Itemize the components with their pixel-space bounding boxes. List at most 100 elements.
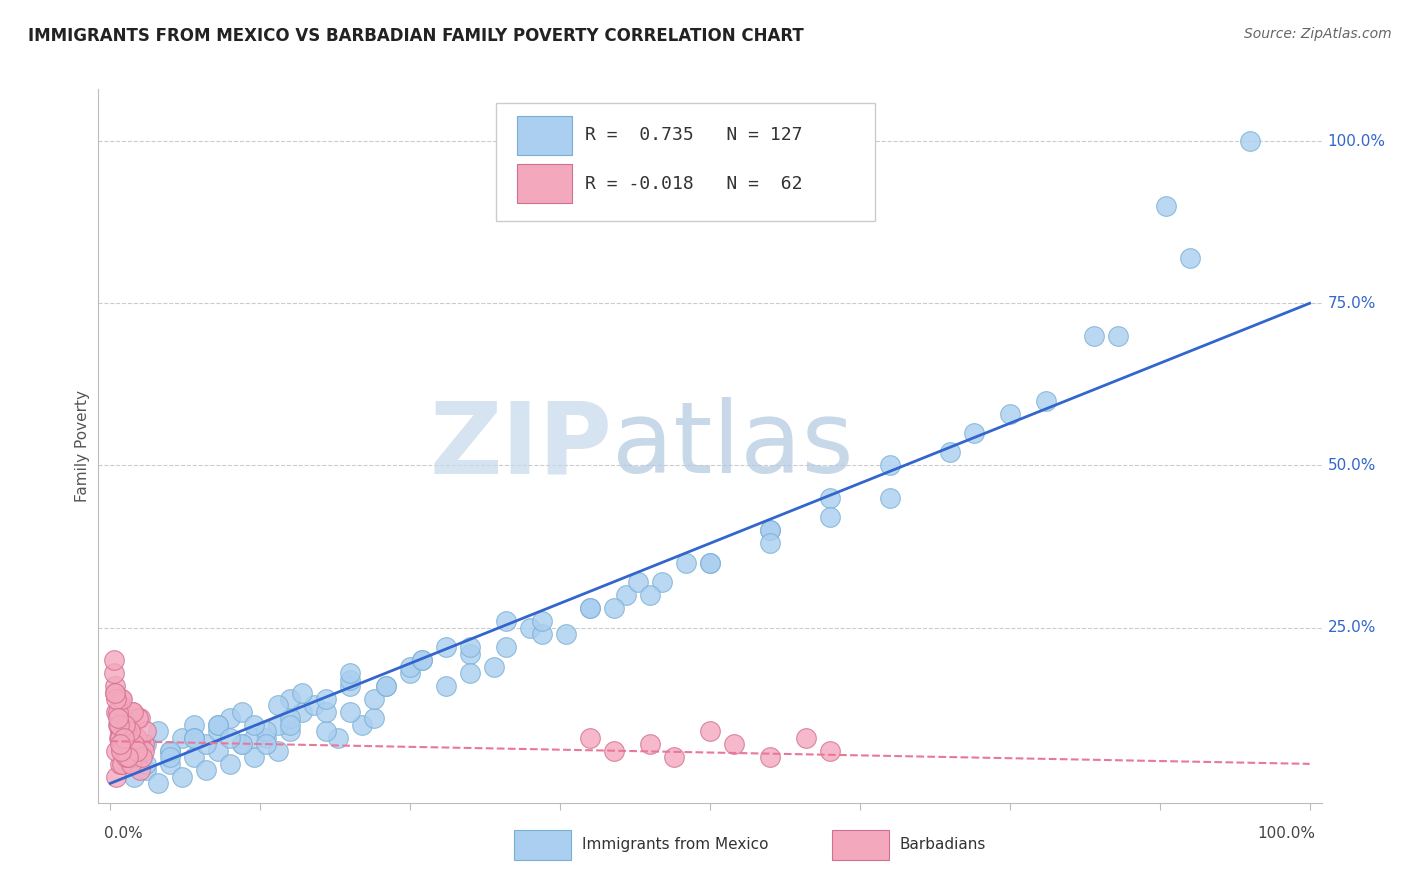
Point [399, 659, 422, 673]
Point [434, 679, 457, 693]
Point [124, 750, 146, 764]
Point [183, 731, 205, 745]
Point [818, 744, 841, 758]
Point [107, 705, 129, 719]
Text: atlas: atlas [612, 398, 853, 494]
Point [124, 750, 146, 764]
Point [159, 750, 181, 764]
Point [132, 744, 155, 758]
Point [1083, 328, 1105, 343]
Point [108, 731, 131, 745]
Text: 75.0%: 75.0% [1327, 296, 1376, 310]
Point [120, 756, 142, 771]
Point [579, 601, 602, 615]
Point [148, 724, 170, 739]
Point [110, 744, 132, 758]
Point [614, 588, 637, 602]
Point [818, 510, 841, 524]
Point [111, 738, 134, 752]
Point [963, 425, 986, 440]
Point [998, 407, 1021, 421]
Point [482, 659, 505, 673]
Text: 25.0%: 25.0% [1327, 620, 1376, 635]
Point [375, 679, 398, 693]
Point [1035, 393, 1057, 408]
Point [519, 621, 541, 635]
Point [363, 692, 385, 706]
Point [108, 756, 131, 771]
Text: 100.0%: 100.0% [1257, 825, 1316, 840]
Point [363, 711, 385, 725]
Point [118, 718, 141, 732]
Point [111, 756, 134, 771]
Text: ZIP: ZIP [429, 398, 612, 494]
Point [107, 711, 129, 725]
Point [231, 738, 253, 752]
Point [103, 653, 125, 667]
Point [183, 750, 205, 764]
Point [375, 679, 398, 693]
Point [603, 601, 626, 615]
Point [555, 627, 578, 641]
Y-axis label: Family Poverty: Family Poverty [75, 390, 90, 502]
Point [531, 614, 554, 628]
Point [115, 750, 138, 764]
Point [675, 556, 697, 570]
Point [879, 491, 901, 505]
Point [278, 724, 301, 739]
Point [603, 744, 626, 758]
Point [117, 718, 139, 732]
Point [159, 744, 181, 758]
Point [172, 770, 194, 784]
FancyBboxPatch shape [517, 116, 572, 155]
Text: Barbadians: Barbadians [900, 838, 986, 853]
Point [267, 744, 290, 758]
Point [531, 627, 554, 641]
Point [1178, 251, 1201, 265]
Point [135, 764, 157, 778]
Text: R = -0.018   N =  62: R = -0.018 N = 62 [585, 175, 803, 193]
Point [111, 692, 134, 706]
Point [1239, 134, 1261, 148]
Point [104, 679, 127, 693]
Point [458, 666, 481, 681]
Point [159, 744, 181, 758]
Point [125, 744, 148, 758]
Point [219, 756, 242, 771]
Point [104, 685, 127, 699]
Point [243, 750, 266, 764]
Point [339, 679, 361, 693]
Point [183, 731, 205, 745]
Point [315, 705, 337, 719]
FancyBboxPatch shape [832, 830, 889, 860]
Point [434, 640, 457, 654]
Text: Source: ZipAtlas.com: Source: ZipAtlas.com [1244, 27, 1392, 41]
Point [328, 731, 350, 745]
Point [125, 731, 148, 745]
Point [231, 705, 253, 719]
Point [112, 744, 135, 758]
Point [267, 718, 290, 732]
Point [339, 705, 361, 719]
Point [122, 750, 145, 764]
Point [110, 692, 132, 706]
Point [207, 744, 229, 758]
Text: 50.0%: 50.0% [1327, 458, 1376, 473]
Point [115, 738, 138, 752]
Text: R =  0.735   N = 127: R = 0.735 N = 127 [585, 127, 803, 145]
Point [219, 731, 242, 745]
Point [662, 750, 685, 764]
Point [207, 718, 229, 732]
Point [699, 724, 721, 739]
Point [458, 640, 481, 654]
Point [879, 458, 901, 473]
Point [114, 718, 136, 732]
Point [254, 724, 277, 739]
Point [115, 718, 138, 732]
Point [172, 731, 194, 745]
Point [129, 711, 152, 725]
Point [124, 738, 146, 752]
Point [267, 698, 290, 713]
Point [125, 731, 148, 745]
Point [315, 724, 337, 739]
